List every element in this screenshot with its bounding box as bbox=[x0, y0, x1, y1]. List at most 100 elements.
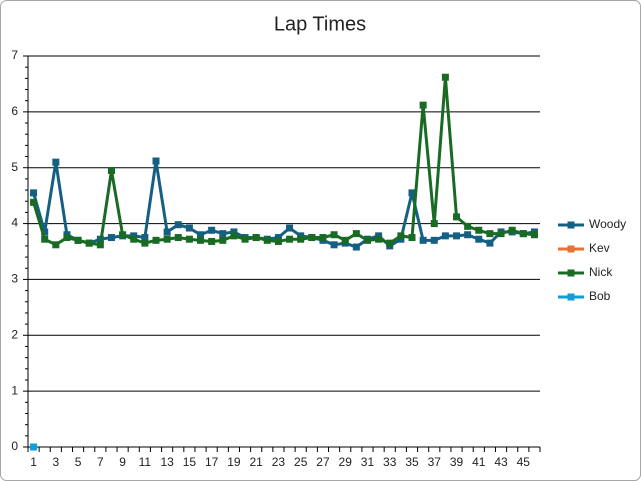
x-tick-label: 41 bbox=[472, 455, 486, 469]
point-marker bbox=[208, 237, 216, 245]
legend-marker bbox=[567, 269, 575, 277]
point-marker bbox=[241, 235, 249, 243]
y-tick-label: 4 bbox=[11, 216, 18, 230]
point-marker bbox=[363, 236, 371, 244]
point-marker bbox=[163, 228, 171, 236]
x-tick-label: 33 bbox=[383, 455, 397, 469]
point-marker bbox=[52, 158, 60, 166]
x-tick-label: 11 bbox=[139, 455, 152, 469]
chart-title: Lap Times bbox=[274, 13, 366, 35]
x-tick-label: 25 bbox=[294, 455, 308, 469]
x-tick-label: 17 bbox=[205, 455, 219, 469]
legend-label: Bob bbox=[589, 289, 611, 303]
point-marker bbox=[107, 167, 115, 175]
point-marker bbox=[274, 234, 282, 242]
x-tick-label: 35 bbox=[405, 455, 419, 469]
y-tick-label: 3 bbox=[11, 272, 18, 286]
x-tick-label: 37 bbox=[428, 455, 442, 469]
point-marker bbox=[530, 231, 538, 239]
point-marker bbox=[141, 234, 149, 242]
legend-marker bbox=[567, 245, 575, 253]
point-marker bbox=[96, 241, 104, 249]
legend-label: Woody bbox=[589, 217, 626, 231]
point-marker bbox=[475, 235, 483, 243]
y-tick-label: 7 bbox=[11, 48, 18, 62]
point-marker bbox=[197, 231, 205, 239]
x-tick-label: 39 bbox=[450, 455, 464, 469]
point-marker bbox=[185, 224, 193, 232]
x-tick-label: 31 bbox=[361, 455, 375, 469]
x-tick-label: 23 bbox=[272, 455, 286, 469]
y-tick-label: 5 bbox=[11, 160, 18, 174]
point-marker bbox=[219, 236, 227, 244]
point-marker bbox=[419, 101, 427, 109]
point-marker bbox=[397, 232, 405, 240]
point-marker bbox=[330, 231, 338, 239]
legend-label: Nick bbox=[589, 265, 613, 279]
point-marker bbox=[30, 443, 38, 451]
point-marker bbox=[230, 232, 238, 240]
legend-marker bbox=[567, 221, 575, 229]
point-marker bbox=[286, 235, 294, 243]
point-marker bbox=[30, 198, 38, 206]
point-marker bbox=[486, 230, 494, 238]
point-marker bbox=[107, 234, 115, 242]
point-marker bbox=[219, 230, 227, 238]
x-tick-label: 19 bbox=[227, 455, 241, 469]
legend-label: Kev bbox=[589, 241, 610, 255]
point-marker bbox=[441, 73, 449, 81]
point-marker bbox=[152, 157, 160, 165]
point-marker bbox=[163, 235, 171, 243]
point-marker bbox=[63, 234, 71, 242]
x-tick-label: 9 bbox=[119, 455, 126, 469]
point-marker bbox=[330, 241, 338, 249]
point-marker bbox=[352, 243, 360, 251]
series-line bbox=[32, 75, 535, 247]
x-tick-label: 3 bbox=[52, 455, 59, 469]
point-marker bbox=[52, 241, 60, 249]
point-marker bbox=[74, 236, 82, 244]
point-marker bbox=[274, 237, 282, 245]
y-tick-label: 1 bbox=[11, 383, 18, 397]
point-marker bbox=[85, 239, 93, 247]
point-marker bbox=[441, 232, 449, 240]
x-tick-label: 29 bbox=[339, 455, 353, 469]
legend-marker bbox=[567, 293, 575, 301]
point-marker bbox=[486, 239, 494, 247]
point-marker bbox=[41, 228, 49, 236]
y-tick-label: 0 bbox=[11, 439, 18, 453]
point-marker bbox=[497, 230, 505, 238]
point-marker bbox=[341, 236, 349, 244]
point-marker bbox=[230, 228, 238, 236]
point-marker bbox=[185, 235, 193, 243]
x-tick-label: 5 bbox=[75, 455, 82, 469]
point-marker bbox=[453, 213, 461, 221]
y-tick-label: 2 bbox=[11, 327, 18, 341]
point-marker bbox=[297, 235, 305, 243]
point-marker bbox=[319, 234, 327, 242]
point-marker bbox=[119, 231, 127, 239]
x-tick-label: 45 bbox=[517, 455, 531, 469]
x-tick-label: 27 bbox=[316, 455, 330, 469]
point-marker bbox=[308, 234, 316, 242]
x-tick-label: 7 bbox=[97, 455, 104, 469]
y-tick-label: 6 bbox=[11, 104, 18, 118]
point-marker bbox=[464, 231, 472, 239]
point-marker bbox=[519, 230, 527, 238]
point-marker bbox=[208, 226, 216, 234]
series-line bbox=[32, 159, 535, 249]
point-marker bbox=[419, 236, 427, 244]
point-marker bbox=[464, 222, 472, 230]
x-tick-label: 43 bbox=[494, 455, 508, 469]
point-marker bbox=[508, 226, 516, 234]
point-marker bbox=[263, 236, 271, 244]
point-marker bbox=[174, 234, 182, 242]
point-marker bbox=[453, 232, 461, 240]
point-marker bbox=[130, 235, 138, 243]
point-marker bbox=[174, 221, 182, 229]
point-marker bbox=[430, 236, 438, 244]
point-marker bbox=[252, 234, 260, 242]
point-marker bbox=[197, 236, 205, 244]
point-marker bbox=[408, 234, 416, 242]
